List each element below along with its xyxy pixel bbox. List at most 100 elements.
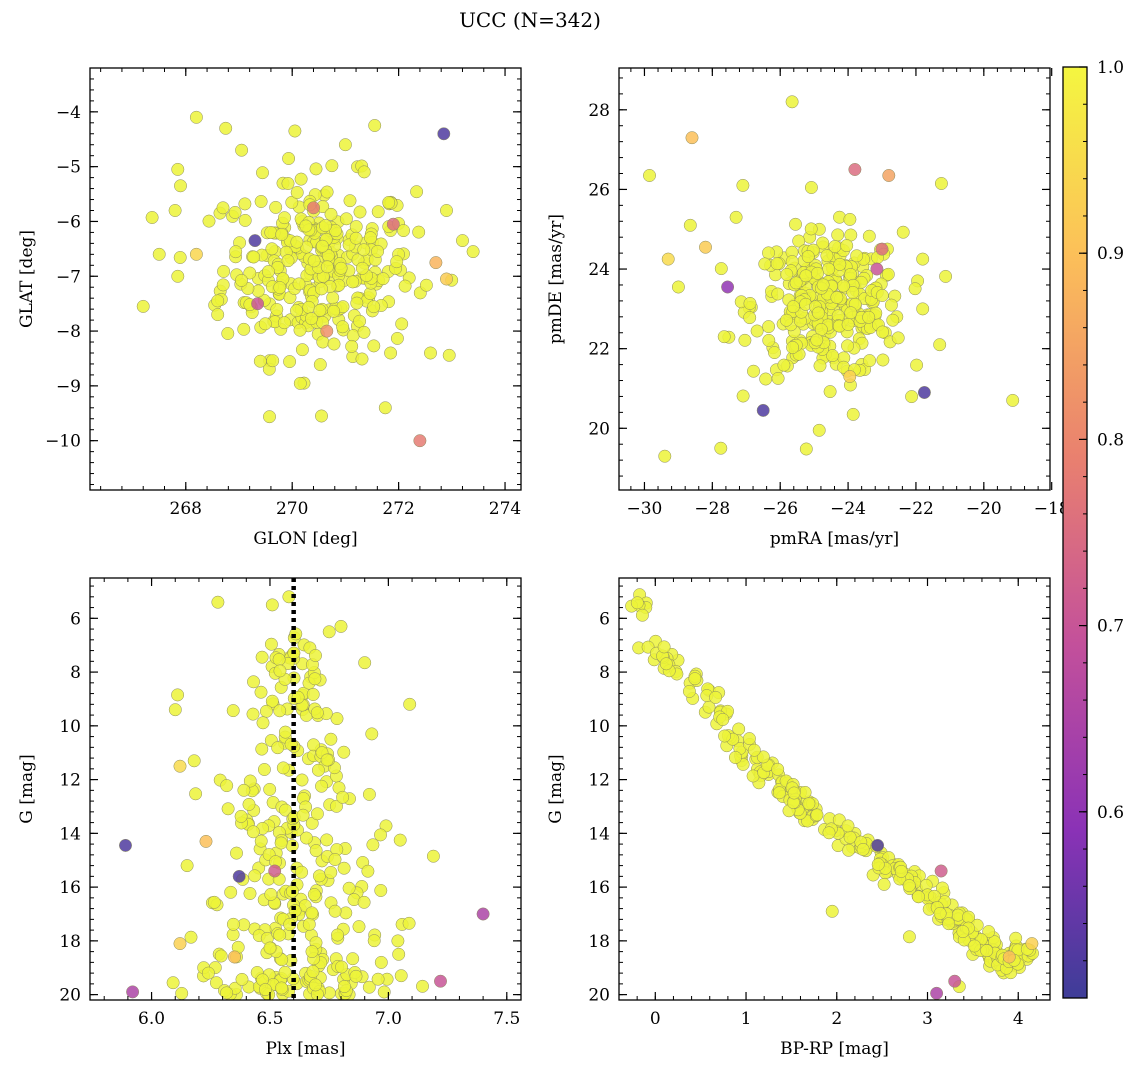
highlight-point [199,834,213,848]
member-point [442,348,456,362]
member-point [273,928,287,942]
member-point [310,807,324,821]
member-point [220,986,234,1000]
member-point [780,268,794,281]
member-point [352,920,366,934]
member-point [235,972,249,986]
highlight-point [870,262,884,276]
member-point [309,162,323,176]
member-point [364,231,377,245]
x-tick-label: −26 [762,499,798,519]
member-point [315,779,328,793]
member-point [759,372,773,386]
x-tick-label: −30 [627,499,663,519]
member-point [324,732,338,746]
member-point [237,322,251,336]
y-tick-label: −9 [56,377,81,397]
y-axis-label: GLAT [deg] [17,230,37,328]
highlight-point [948,974,962,988]
member-point [266,354,280,368]
member-point [324,865,338,879]
member-point [659,657,673,671]
y-tick-label: 26 [588,180,610,200]
highlight-point [871,838,885,852]
member-point [237,783,251,797]
member-point [905,390,919,404]
member-point [353,205,367,219]
member-point [377,985,391,999]
member-point [785,95,799,109]
member-point [302,300,316,314]
member-point [799,269,813,283]
y-tick-label: 6 [70,609,81,629]
member-point [209,976,223,990]
member-point [862,229,876,243]
member-point [309,844,323,858]
member-point [750,324,764,338]
y-tick-label: −5 [56,158,81,178]
member-point [254,834,268,848]
member-point [214,949,228,963]
member-point [877,877,891,891]
member-point [362,787,376,801]
member-point [736,178,750,192]
member-point [180,859,194,873]
member-point [671,280,685,294]
member-point [1009,931,1023,945]
member-point [315,239,329,253]
member-point [254,685,268,699]
highlight-point [437,127,451,141]
member-point [402,916,416,930]
member-point [228,205,242,219]
x-axis-label: Plx [mas] [265,1039,345,1059]
y-tick-label: 20 [59,986,81,1006]
member-point [324,207,338,221]
highlight-point [173,937,187,951]
panel-parallax-magnitude: 6.0 6.5 7.0 7.5 6 8 10 12 14 16 18 20 Plx [mas] G [ma… [17,577,522,1059]
member-point [355,352,369,366]
member-point [939,269,953,283]
member-point [729,210,743,224]
scatter-points [136,110,480,448]
member-point [822,262,836,276]
member-point [786,341,800,354]
member-point [368,119,382,132]
member-point [278,965,292,979]
member-point [293,376,307,390]
member-point [308,672,322,686]
y-axis-label: pmDE [mas/yr] [546,214,566,344]
member-point [281,177,295,190]
member-point [916,252,930,266]
member-point [362,980,376,994]
member-point [902,879,916,893]
highlight-point [756,403,770,417]
member-point [152,247,166,261]
member-point [456,234,469,248]
member-point [311,763,325,777]
highlight-point [307,201,320,215]
member-point [217,264,231,278]
member-point [801,250,815,264]
axes-frame [89,577,522,1001]
member-point [328,904,342,918]
highlight-point [661,252,675,266]
member-point [357,165,371,179]
member-point [361,864,375,878]
member-point [871,858,885,871]
member-point [982,925,996,939]
member-point [789,217,802,231]
member-point [331,928,344,942]
member-point [338,138,352,152]
member-point [643,169,656,182]
member-point [235,273,248,287]
highlight-point [843,370,857,383]
y-tick-label: 24 [588,260,610,280]
member-point [688,672,702,686]
y-tick-label: 18 [59,932,81,952]
colorbar-tick-label: 0.8 [1097,430,1124,450]
member-point [392,947,406,961]
member-point [312,869,326,883]
member-point [908,282,922,296]
member-point [346,952,360,966]
